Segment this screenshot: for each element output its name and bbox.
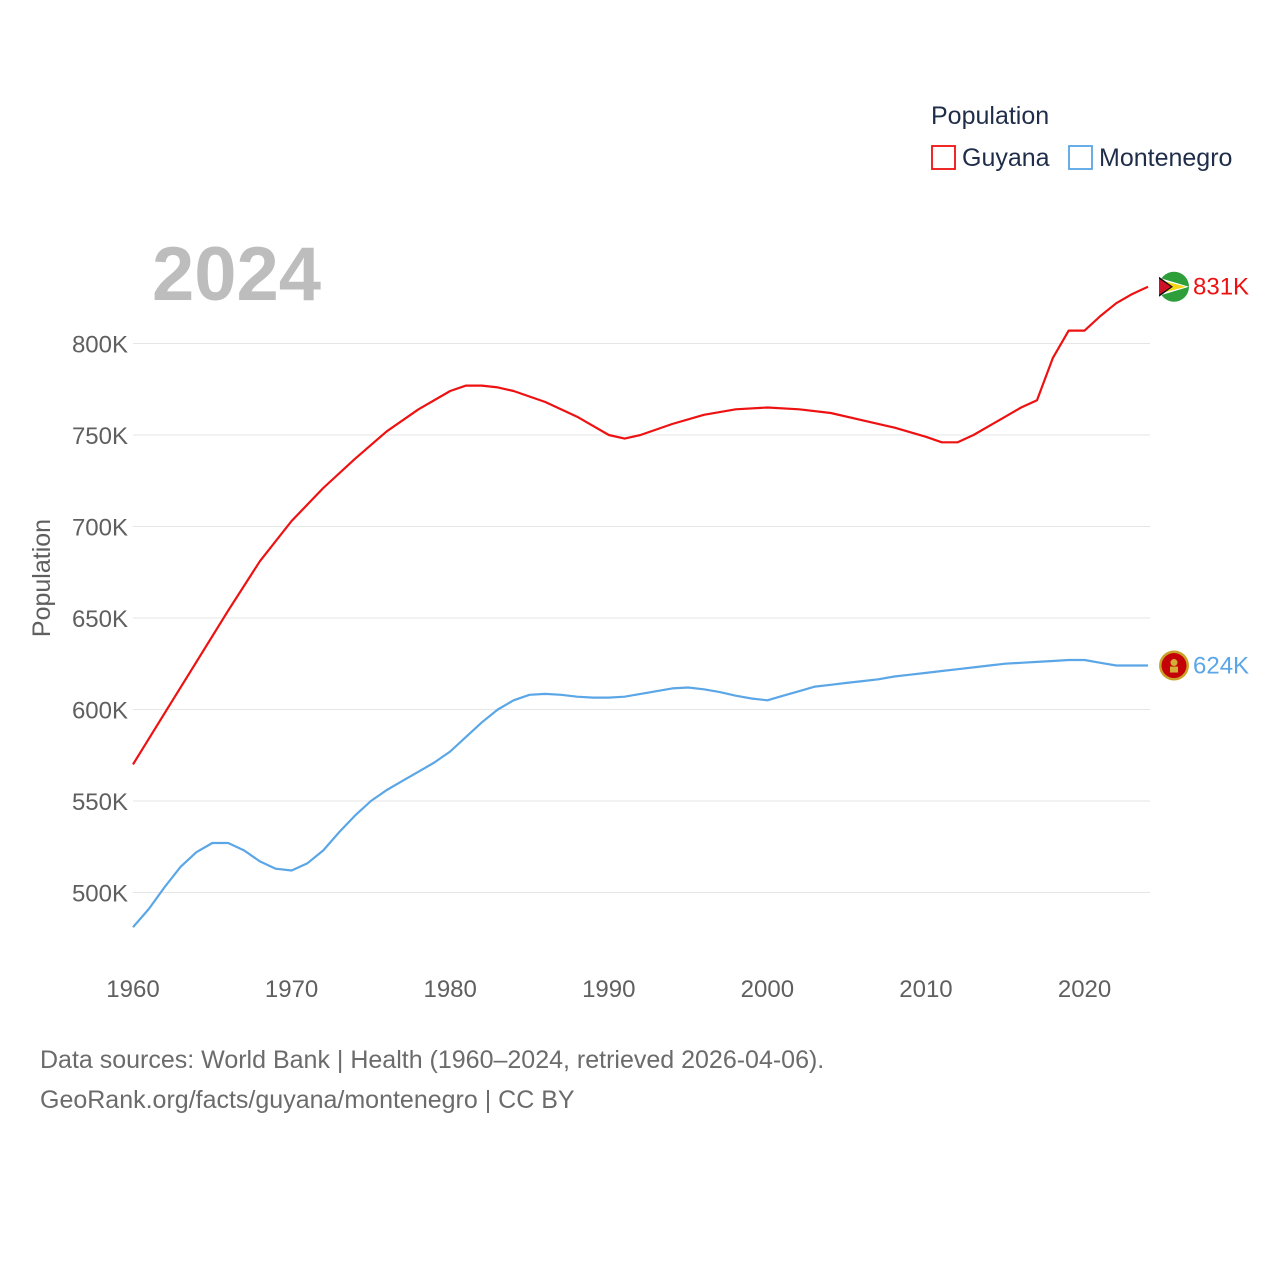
legend-label-guyana: Guyana (962, 144, 1050, 172)
data-source-note: Data sources: World Bank | Health (1960–… (40, 1046, 825, 1074)
legend: Population Guyana Montenegro (931, 102, 1232, 172)
year-watermark: 2024 (152, 232, 321, 317)
x-axis-ticks: 1960 1970 1980 1990 2000 2010 2020 (106, 976, 1111, 1003)
y-tick-label: 550K (72, 789, 128, 816)
y-axis-label: Population (28, 519, 56, 637)
y-tick-label: 800K (72, 331, 128, 358)
x-tick-label: 2010 (899, 976, 952, 1003)
y-tick-label: 700K (72, 514, 128, 541)
legend-swatch-guyana (931, 145, 956, 170)
legend-item-guyana[interactable]: Guyana (931, 144, 1050, 172)
series-line-montenegro[interactable] (132, 658, 1148, 928)
y-axis-ticks: 500K 550K 600K 650K 700K 750K 800K (72, 331, 128, 907)
x-tick-label: 2000 (741, 976, 794, 1003)
x-tick-label: 2020 (1058, 976, 1111, 1003)
y-tick-label: 750K (72, 423, 128, 450)
series-lines (132, 285, 1149, 928)
y-tick-label: 500K (72, 880, 128, 907)
y-tick-label: 600K (72, 697, 128, 724)
guyana-flag-icon (1159, 271, 1189, 302)
x-tick-label: 1970 (265, 976, 318, 1003)
x-tick-label: 1990 (582, 976, 635, 1003)
legend-label-montenegro: Montenegro (1099, 144, 1232, 172)
series-end-labels: 831K 624K (1159, 271, 1249, 681)
series-line-guyana[interactable] (132, 285, 1149, 765)
x-tick-label: 1960 (106, 976, 159, 1003)
gridlines (133, 342, 1150, 893)
legend-swatch-montenegro (1068, 145, 1093, 170)
x-tick-label: 1980 (423, 976, 476, 1003)
legend-item-montenegro[interactable]: Montenegro (1068, 144, 1232, 172)
montenegro-flag-icon (1159, 650, 1189, 681)
end-value-label-montenegro: 624K (1193, 653, 1249, 680)
y-tick-label: 650K (72, 606, 128, 633)
attribution-link[interactable]: GeoRank.org/facts/guyana/montenegro | CC… (40, 1086, 575, 1114)
end-value-label-guyana: 831K (1193, 274, 1249, 301)
legend-title: Population (931, 102, 1049, 130)
